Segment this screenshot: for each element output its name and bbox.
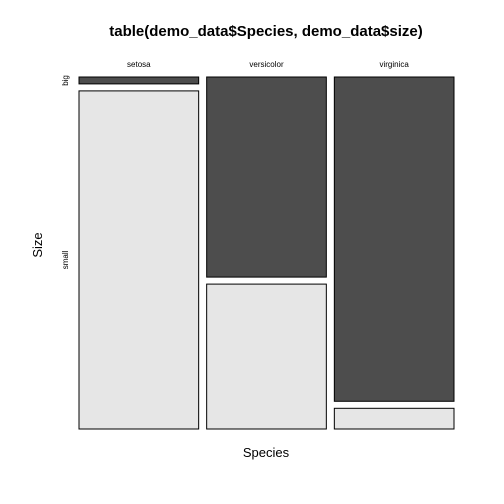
column-labels: setosa versicolor virginica	[127, 60, 409, 69]
column-label-virginica: virginica	[379, 60, 409, 69]
mosaic-cell-setosa-big	[78, 76, 200, 85]
column-label-versicolor: versicolor	[249, 60, 284, 69]
mosaic-cell-setosa-small	[78, 90, 200, 430]
y-axis-label: Size	[30, 232, 45, 257]
mosaic-cell-versicolor-big	[206, 76, 327, 278]
row-label-small: small	[61, 250, 70, 269]
mosaic-cell-versicolor-small	[206, 283, 327, 430]
mosaic-cells	[78, 76, 455, 430]
mosaic-cell-virginica-big	[333, 76, 455, 402]
x-axis-label: Species	[243, 445, 290, 460]
row-labels: big small	[61, 75, 70, 269]
chart-title: table(demo_data$Species, demo_data$size)	[109, 23, 422, 40]
column-label-setosa: setosa	[127, 60, 151, 69]
row-label-big: big	[61, 75, 70, 86]
mosaic-cell-virginica-small	[333, 407, 455, 430]
